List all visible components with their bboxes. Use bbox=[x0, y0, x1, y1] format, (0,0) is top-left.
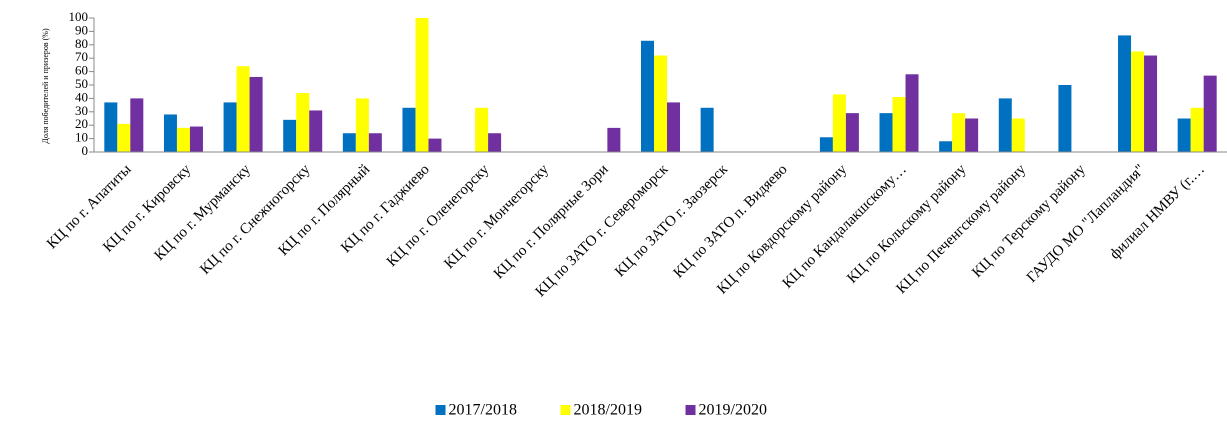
y-tick-label: 80 bbox=[75, 36, 88, 51]
bar bbox=[607, 127, 621, 152]
bar bbox=[415, 18, 429, 152]
x-tick-label: КЦ по Кандалакшскому… bbox=[780, 162, 910, 292]
bar bbox=[309, 110, 323, 152]
x-tick-label: КЦ по г. Мончегорску bbox=[441, 161, 552, 272]
x-tick-label: КЦ по г. Оленегорску bbox=[384, 161, 493, 270]
y-tick-label: 90 bbox=[75, 22, 88, 37]
bar bbox=[163, 114, 177, 152]
bar bbox=[905, 74, 919, 152]
bar bbox=[879, 113, 893, 152]
x-tick-label: КЦ по Кольскому району bbox=[844, 161, 970, 287]
legend-swatch bbox=[560, 405, 571, 415]
x-tick-label: КЦ по г. Снежногорску bbox=[197, 161, 314, 278]
bar bbox=[1058, 85, 1072, 152]
bar bbox=[355, 98, 369, 152]
legend-swatch bbox=[685, 405, 696, 415]
bar bbox=[1118, 35, 1132, 152]
bar bbox=[998, 98, 1012, 152]
bar bbox=[1190, 107, 1204, 152]
bar bbox=[130, 98, 144, 152]
y-tick-label: 50 bbox=[75, 76, 88, 91]
bar bbox=[965, 118, 979, 152]
bar bbox=[342, 133, 356, 152]
bar bbox=[236, 66, 250, 152]
bar bbox=[117, 123, 131, 152]
legend-label: 2017/2018 bbox=[449, 402, 517, 419]
bar bbox=[667, 102, 680, 152]
y-tick-label: 70 bbox=[75, 49, 88, 64]
bar bbox=[1203, 75, 1217, 152]
bar bbox=[368, 133, 382, 152]
bar bbox=[1131, 51, 1145, 152]
y-tick-label: 10 bbox=[75, 130, 88, 145]
x-tick-label: ГАУДО МО "Лапландия" bbox=[1024, 162, 1148, 286]
bar bbox=[832, 94, 846, 152]
legend-swatch bbox=[435, 405, 446, 415]
bar bbox=[104, 102, 118, 152]
x-tick-label: КЦ по г. Полярные Зори bbox=[491, 162, 612, 283]
x-tick-label: КЦ по ЗАТО г. Заозерск bbox=[612, 161, 731, 280]
y-tick-label: 40 bbox=[75, 89, 88, 104]
bar bbox=[939, 141, 953, 152]
bar bbox=[641, 40, 654, 152]
x-tick-label: КЦ по ЗАТО п. Видяево bbox=[671, 162, 791, 282]
y-tick-label: 20 bbox=[75, 116, 88, 131]
bar bbox=[488, 133, 502, 152]
y-tick-label: 0 bbox=[82, 143, 89, 158]
legend-label: 2019/2020 bbox=[699, 402, 767, 419]
legend-label: 2018/2019 bbox=[574, 402, 642, 419]
bar bbox=[176, 127, 190, 152]
bar bbox=[845, 113, 859, 152]
y-tick-label: 60 bbox=[75, 63, 88, 78]
bar bbox=[952, 113, 966, 152]
y-tick-label: 30 bbox=[75, 103, 88, 118]
bar bbox=[654, 55, 667, 152]
bar bbox=[1177, 118, 1191, 152]
bar bbox=[819, 137, 833, 152]
bar bbox=[249, 76, 263, 152]
bar bbox=[475, 107, 489, 152]
bar bbox=[223, 102, 237, 152]
bar bbox=[700, 107, 714, 152]
bar bbox=[189, 126, 203, 152]
bar bbox=[1144, 55, 1158, 152]
y-tick-label: 100 bbox=[69, 9, 89, 24]
bar bbox=[402, 107, 416, 152]
bar bbox=[283, 119, 297, 152]
bar bbox=[296, 93, 310, 152]
bar bbox=[428, 138, 442, 152]
y-axis-title: Доля победителей и призеров (%) bbox=[41, 28, 50, 144]
bar bbox=[892, 97, 906, 152]
x-tick-label: КЦ по Терскому району bbox=[969, 161, 1089, 281]
bar bbox=[1011, 118, 1025, 152]
